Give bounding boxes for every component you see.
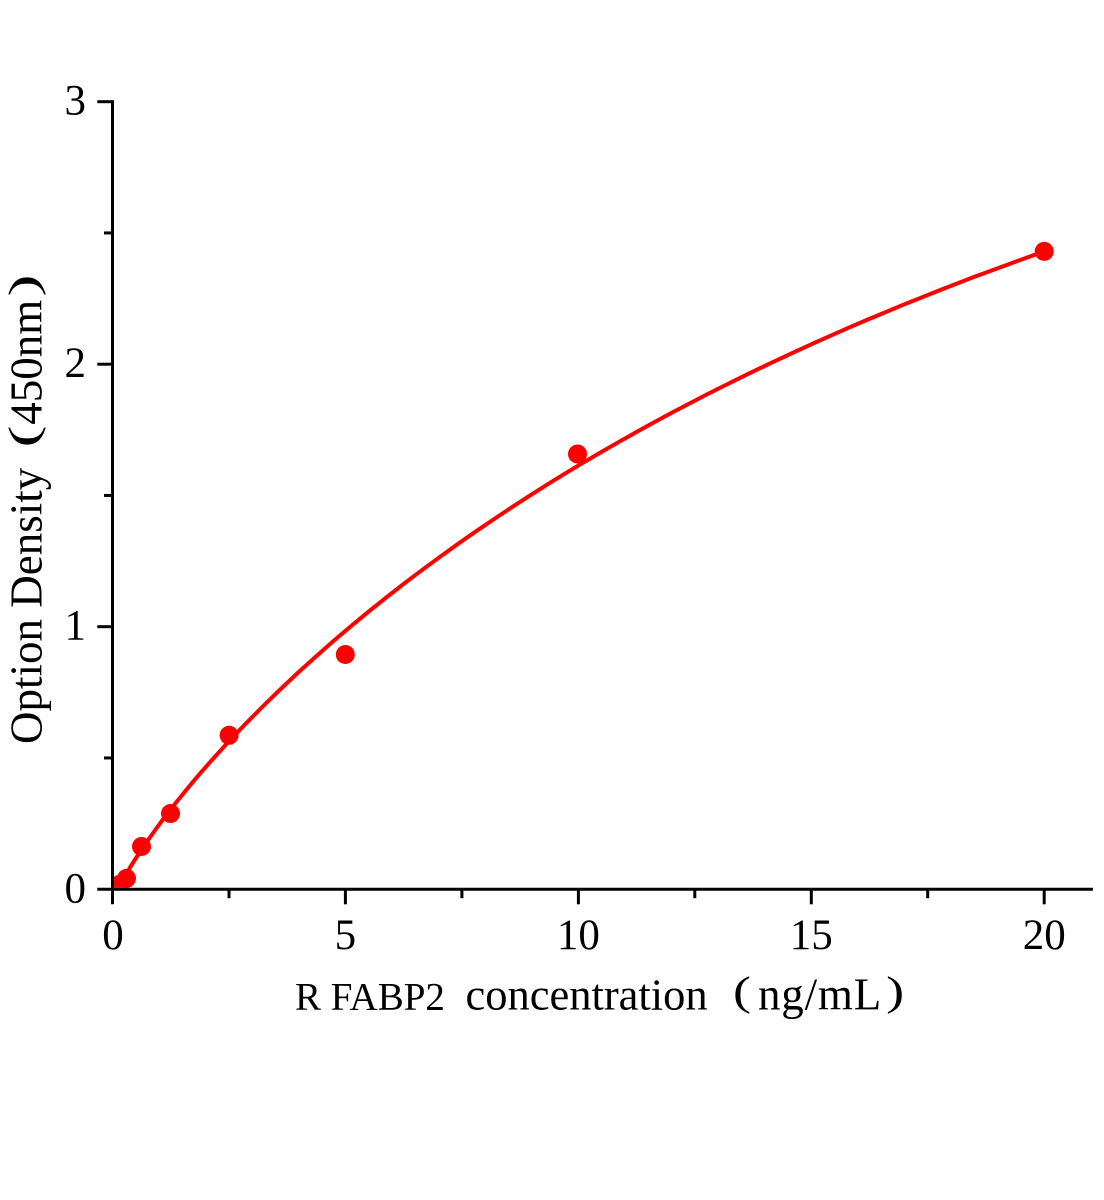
svg-text:15: 15 [790,912,833,959]
svg-text:20: 20 [1023,912,1066,959]
svg-text:(: ( [733,968,751,1014]
svg-text:R FABP2: R FABP2 [295,976,445,1019]
svg-text:10: 10 [557,912,600,959]
svg-text:0: 0 [102,912,124,959]
svg-text:(: ( [0,426,46,448]
svg-text:5: 5 [335,912,357,959]
svg-text:concentration: concentration [466,970,708,1020]
svg-text:ng/mL: ng/mL [758,970,882,1020]
svg-text:): ) [886,968,904,1014]
svg-text:3: 3 [65,78,87,125]
svg-text:Option Density: Option Density [2,467,52,744]
svg-text:2: 2 [65,340,87,387]
svg-text:450nm: 450nm [2,300,52,425]
svg-text:): ) [0,275,46,297]
svg-text:0: 0 [65,866,87,913]
svg-text:1: 1 [65,603,87,650]
